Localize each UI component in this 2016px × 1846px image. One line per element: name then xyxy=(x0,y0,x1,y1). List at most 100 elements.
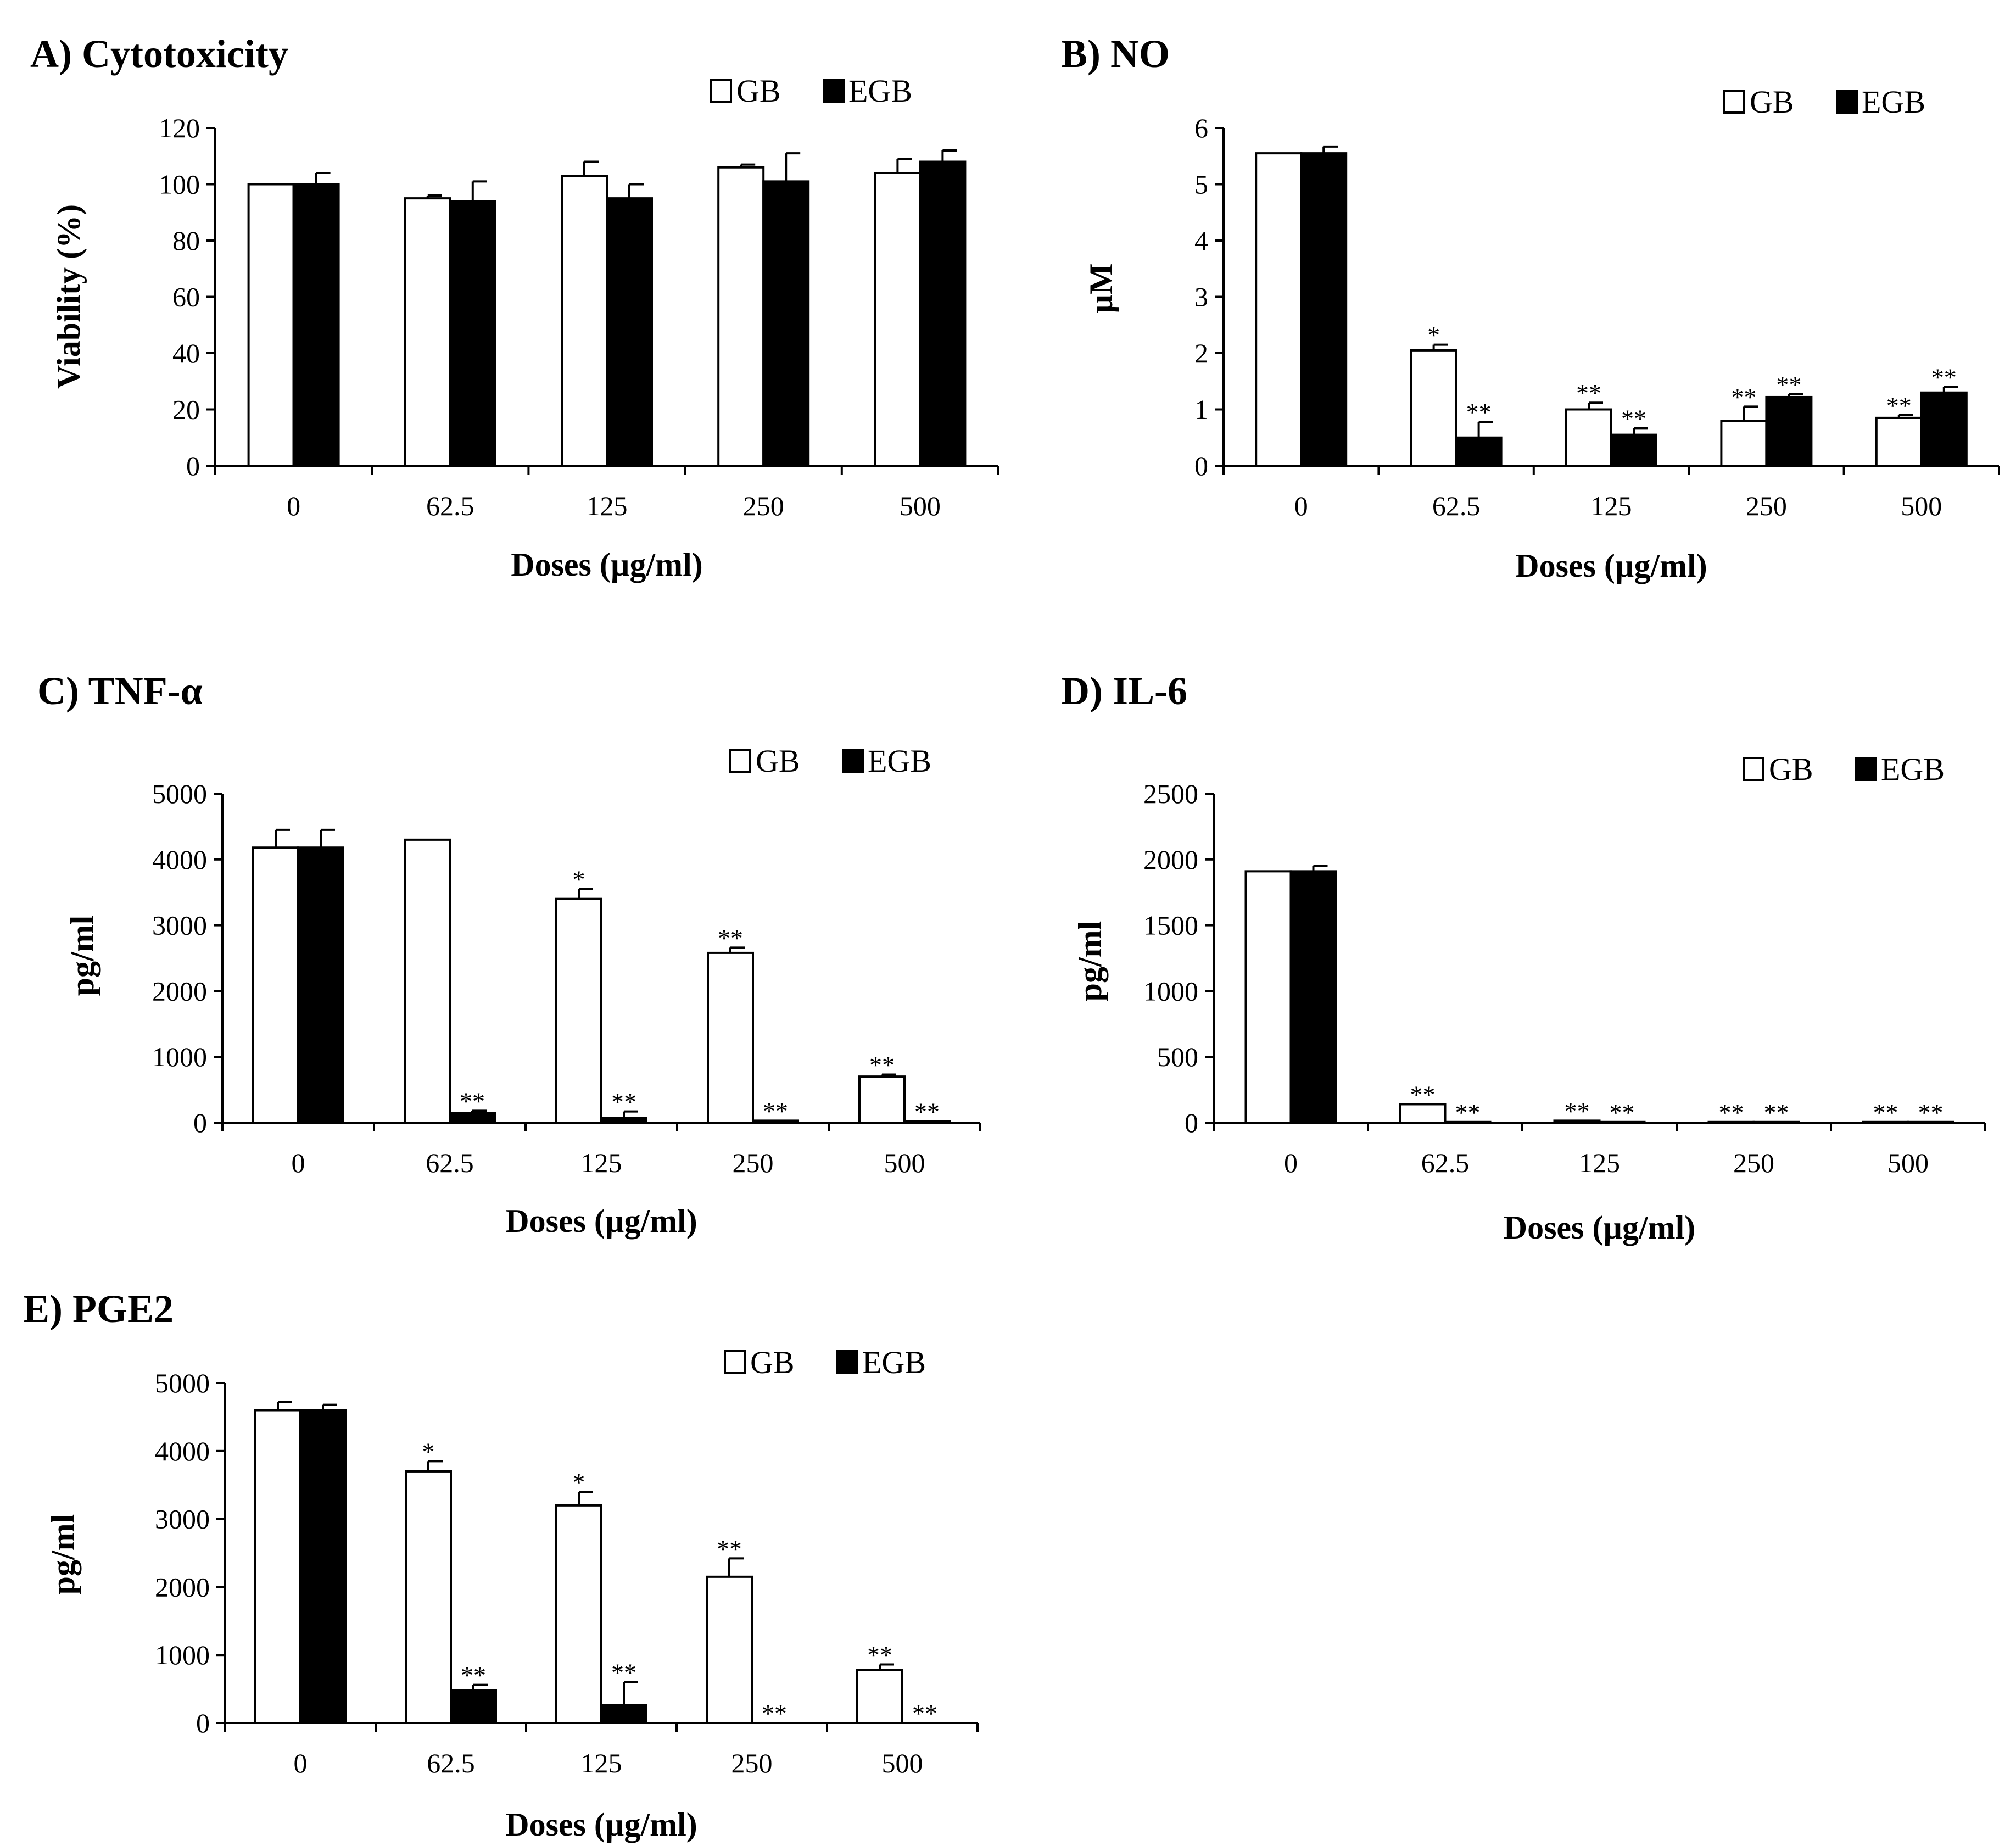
significance-mark: ** xyxy=(718,924,743,952)
chart-panel-c: C) TNF-α GB EGB 0 1000 2000 3000 4000 5000 0 ** 62.… xyxy=(37,669,981,1239)
y-tick-label: 0 xyxy=(196,1708,210,1738)
y-tick-label: 5000 xyxy=(152,778,207,809)
bar-egb-1 xyxy=(449,200,496,467)
y-axis-label: µM xyxy=(1083,263,1119,313)
legend-label-gb: GB xyxy=(756,743,800,779)
bar-gb-3 xyxy=(717,166,765,467)
x-tick-label: 500 xyxy=(900,490,941,521)
legend-swatch-gb xyxy=(1723,90,1745,114)
legend: GB EGB xyxy=(1723,84,1925,120)
x-tick-label: 62.5 xyxy=(1432,490,1481,521)
y-tick-label: 4000 xyxy=(155,1436,210,1466)
y-tick-label: 80 xyxy=(172,225,200,256)
x-tick-label: 0 xyxy=(1294,490,1308,521)
bar-egb-0 xyxy=(299,1409,347,1724)
y-tick-label: 60 xyxy=(172,282,200,313)
legend: GB EGB xyxy=(729,743,931,779)
y-tick-label: 1000 xyxy=(155,1639,210,1670)
significance-mark: ** xyxy=(1410,1080,1436,1108)
x-tick-label: 62.5 xyxy=(1421,1147,1470,1178)
y-tick-label: 5 xyxy=(1194,169,1208,200)
x-tick-label: 125 xyxy=(1591,490,1632,521)
bar-egb-0 xyxy=(1289,870,1337,1124)
y-axis-label: pg/ml xyxy=(64,916,100,996)
legend-label-egb: EGB xyxy=(868,743,931,779)
bar-egb-0 xyxy=(297,846,344,1124)
x-tick-label: 250 xyxy=(733,1147,774,1178)
y-axis-label: pg/ml xyxy=(1072,921,1108,1002)
y-tick-label: 1500 xyxy=(1143,910,1198,941)
x-tick-label: 250 xyxy=(731,1748,773,1778)
bar-gb-1 xyxy=(1410,349,1457,467)
y-tick-label: 40 xyxy=(172,338,200,369)
y-tick-label: 20 xyxy=(172,394,200,425)
x-axis-label: Doses (µg/ml) xyxy=(505,1806,697,1843)
bar-gb-3 xyxy=(707,951,754,1124)
y-tick-label: 1000 xyxy=(1143,975,1198,1006)
legend-swatch-egb xyxy=(836,1350,858,1374)
significance-mark: ** xyxy=(1886,392,1912,420)
significance-mark: * xyxy=(1427,321,1440,349)
significance-mark: * xyxy=(573,866,585,894)
legend-swatch-gb xyxy=(724,1350,746,1374)
y-tick-label: 1000 xyxy=(152,1041,207,1072)
legend-label-egb: EGB xyxy=(848,73,912,109)
x-tick-label: 250 xyxy=(1733,1147,1774,1178)
significance-mark: * xyxy=(422,1437,435,1465)
bar-gb-2 xyxy=(561,175,608,467)
significance-mark: ** xyxy=(1931,364,1957,392)
legend-swatch-gb xyxy=(1743,757,1764,781)
x-tick-label: 500 xyxy=(1887,1147,1929,1178)
y-tick-label: 0 xyxy=(1194,450,1208,481)
bar-gb-4 xyxy=(856,1669,903,1725)
bar-egb-0 xyxy=(1300,152,1348,467)
x-tick-label: 125 xyxy=(581,1147,622,1178)
x-tick-label: 62.5 xyxy=(427,1748,475,1778)
y-tick-label: 0 xyxy=(1185,1107,1198,1138)
x-axis-label: Doses (µg/ml) xyxy=(1515,548,1707,584)
legend-swatch-gb xyxy=(729,749,751,773)
bar-gb-1 xyxy=(405,1470,452,1724)
y-tick-label: 1 xyxy=(1194,394,1208,425)
legend: GB EGB xyxy=(1743,751,1945,787)
bar-gb-2 xyxy=(555,897,602,1124)
significance-mark: ** xyxy=(763,1097,788,1125)
y-tick-label: 100 xyxy=(159,169,200,200)
bar-egb-3 xyxy=(762,180,810,467)
x-tick-label: 125 xyxy=(581,1748,622,1778)
y-tick-label: 3 xyxy=(1194,282,1208,313)
legend-swatch-gb xyxy=(710,79,732,103)
y-tick-label: 120 xyxy=(159,113,200,143)
x-axis-label: Doses (µg/ml) xyxy=(505,1203,697,1239)
significance-mark: ** xyxy=(717,1535,742,1563)
bar-egb-2 xyxy=(1610,433,1657,467)
x-axis-label: Doses (µg/ml) xyxy=(511,546,703,583)
chart-panel-a: A) Cytotoxicity GB EGB 0 20 40 60 80 100 120 0 62.5… xyxy=(30,32,999,583)
x-tick-label: 0 xyxy=(1284,1147,1298,1178)
x-tick-label: 500 xyxy=(884,1147,925,1178)
legend-label-egb: EGB xyxy=(1862,84,1925,120)
x-tick-label: 62.5 xyxy=(426,490,474,521)
bar-egb-2 xyxy=(600,1704,647,1725)
y-tick-label: 5000 xyxy=(155,1368,210,1398)
legend-label-gb: GB xyxy=(736,73,781,109)
legend: GB EGB xyxy=(724,1345,926,1380)
significance-mark: ** xyxy=(460,1087,485,1115)
legend: GB EGB xyxy=(710,73,912,109)
y-tick-label: 4000 xyxy=(152,844,207,875)
bar-gb-3 xyxy=(1720,420,1768,467)
legend-label-gb: GB xyxy=(1769,751,1813,787)
significance-mark: ** xyxy=(914,1098,940,1126)
y-tick-label: 0 xyxy=(193,1107,207,1138)
bar-gb-4 xyxy=(858,1075,906,1124)
significance-mark: ** xyxy=(1565,1097,1590,1125)
significance-mark: ** xyxy=(867,1641,892,1669)
y-tick-label: 2000 xyxy=(155,1571,210,1602)
x-tick-label: 500 xyxy=(1901,490,1942,521)
y-axis-label: Viability (%) xyxy=(51,204,87,389)
panel-title: E) PGE2 xyxy=(23,1287,174,1331)
bar-gb-4 xyxy=(1875,416,1923,467)
bar-gb-2 xyxy=(555,1504,602,1725)
